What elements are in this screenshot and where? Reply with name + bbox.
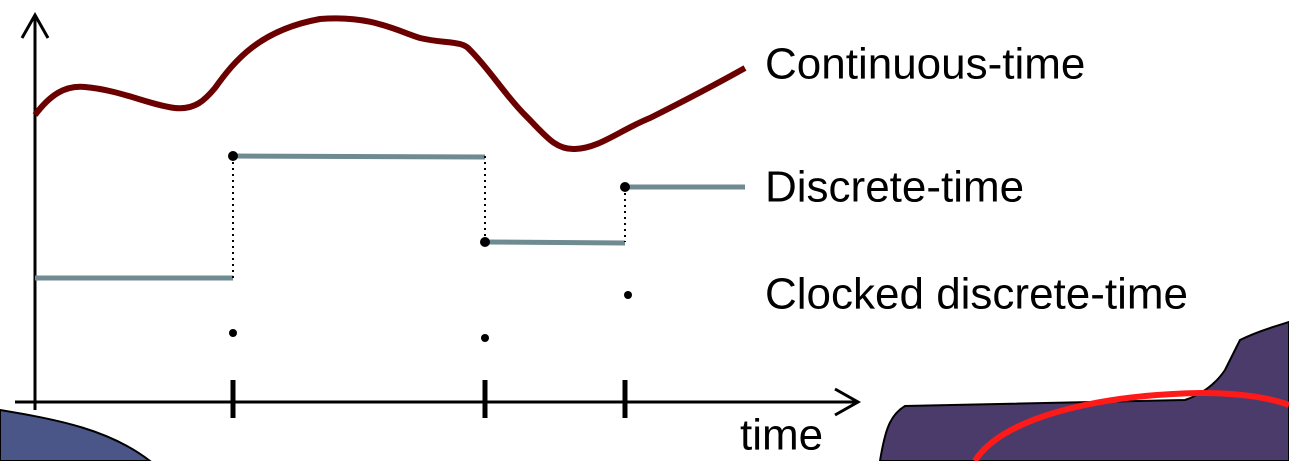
y-axis-arrow [20, 11, 50, 39]
discrete-jumps [232, 156, 626, 278]
decor-arc [972, 389, 1289, 461]
clocked-label: Clocked discrete-time [765, 270, 1188, 319]
continuous-label: Continuous-time [765, 40, 1085, 89]
discrete-segment [232, 153, 486, 160]
clocked-sample [624, 291, 632, 299]
discrete-signal [35, 153, 745, 281]
continuous-signal [32, 15, 747, 153]
discrete-segment [484, 239, 626, 246]
clocked-sample [229, 329, 237, 337]
decor-blob [0, 408, 152, 461]
clocked-sample [481, 334, 489, 342]
event-dot [228, 151, 238, 161]
discrete-label: Discrete-time [765, 163, 1024, 212]
event-dot [620, 182, 630, 192]
x-axis-arrow [834, 387, 862, 417]
event-dot [480, 237, 490, 247]
x-axis-label: time [740, 411, 823, 460]
decor-blob [878, 320, 1289, 461]
